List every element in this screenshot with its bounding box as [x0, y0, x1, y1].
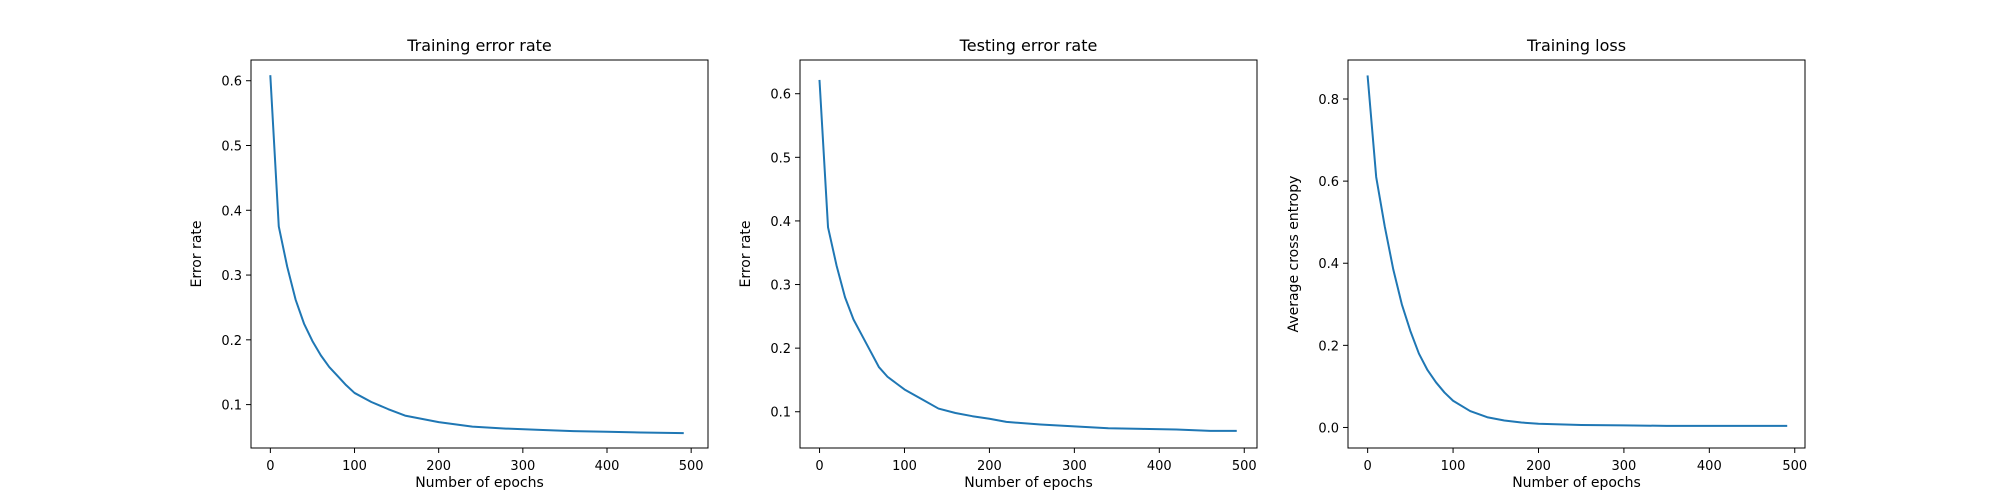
- series-line: [269, 75, 684, 435]
- y-tick-label: 0.2: [770, 342, 791, 357]
- x-tick-label: 200: [977, 459, 1002, 474]
- x-tick-label: 0: [815, 459, 823, 474]
- x-tick-label: 400: [595, 459, 620, 474]
- axes-frame: [799, 59, 1258, 449]
- x-axis-label: Number of epochs: [415, 475, 544, 491]
- chart-panel-2: 0 100 200 300 400 500 0.1 0.2 0.3 0.4 0.5 0.6 Testin…: [738, 36, 1258, 491]
- y-tick-label: 0.8: [1318, 93, 1339, 108]
- y-tick-label: 0.0: [1318, 421, 1339, 436]
- axes-frame: [1347, 59, 1806, 449]
- y-tick-label: 0.1: [770, 406, 791, 421]
- x-axis-label: Number of epochs: [964, 475, 1093, 491]
- x-tick-label: 100: [342, 459, 367, 474]
- x-tick-label: 400: [1147, 459, 1172, 474]
- x-tick-label: 100: [892, 459, 917, 474]
- y-tick-label: 0.4: [770, 215, 791, 230]
- x-tick-label: 400: [1697, 459, 1722, 474]
- y-tick-label: 0.4: [1318, 257, 1339, 272]
- x-axis-label: Number of epochs: [1512, 475, 1641, 491]
- series-line: [1366, 75, 1788, 427]
- y-tick-label: 0.6: [770, 88, 791, 103]
- chart-panel-1: 0 100 200 300 400 500 0.1 0.2 0.3 0.4 0.5 0.6 Traini…: [189, 36, 709, 491]
- y-tick-label: 0.5: [770, 151, 791, 166]
- y-tick-label: 0.5: [221, 140, 242, 155]
- x-tick-label: 300: [1062, 459, 1087, 474]
- y-tick-label: 0.3: [770, 279, 791, 294]
- x-tick-label: 100: [1441, 459, 1466, 474]
- y-tick-label: 0.6: [221, 75, 242, 90]
- x-tick-label: 500: [1782, 459, 1807, 474]
- chart-panel-3: 0 100 200 300 400 500 0.0 0.2 0.4 0.6 0.8 Training …: [1286, 36, 1807, 491]
- x-tick-label: 500: [1232, 459, 1257, 474]
- x-tick-label: 0: [1364, 459, 1372, 474]
- x-tick-label: 300: [1611, 459, 1636, 474]
- axes-frame: [250, 59, 709, 449]
- y-axis-label: Error rate: [738, 220, 754, 287]
- x-tick-label: 300: [510, 459, 535, 474]
- y-tick-label: 0.4: [221, 204, 242, 219]
- y-axis-label: Error rate: [189, 220, 205, 287]
- chart-title: Testing error rate: [959, 36, 1098, 55]
- chart-title: Training loss: [1526, 36, 1626, 55]
- y-tick-label: 0.6: [1318, 175, 1339, 190]
- x-tick-label: 500: [679, 459, 704, 474]
- x-tick-label: 200: [1526, 459, 1551, 474]
- chart-title: Training error rate: [406, 36, 552, 55]
- y-tick-label: 0.1: [221, 399, 242, 414]
- y-tick-label: 0.3: [221, 269, 242, 284]
- x-tick-label: 200: [426, 459, 451, 474]
- x-tick-label: 0: [266, 459, 274, 474]
- y-tick-label: 0.2: [221, 334, 242, 349]
- y-axis-label: Average cross entropy: [1286, 176, 1302, 333]
- series-line: [818, 79, 1237, 432]
- y-tick-label: 0.2: [1318, 339, 1339, 354]
